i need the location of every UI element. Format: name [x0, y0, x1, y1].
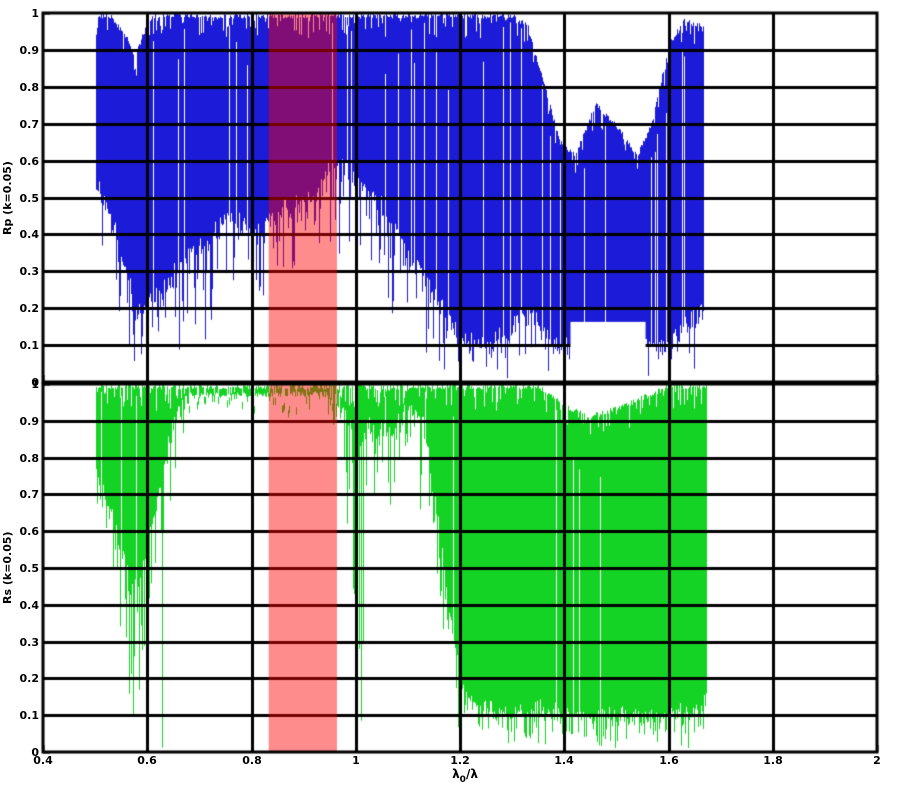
- ytick-label-rp: 0.4: [19, 228, 40, 241]
- xtick-label: 2: [873, 754, 881, 767]
- ytick-label-rp: 0.8: [19, 81, 40, 94]
- xtick-label: 1.4: [554, 754, 574, 767]
- ytick-label-rs: 0.4: [19, 599, 40, 612]
- xtick-label: 1.6: [659, 754, 679, 767]
- ytick-label-rp: 0: [31, 376, 39, 389]
- ytick-label-rs: 0: [31, 746, 39, 759]
- xtick-label: 0.4: [33, 754, 53, 767]
- ytick-label-rs: 0.5: [19, 562, 40, 575]
- ytick-label-rp: 0.2: [19, 302, 40, 315]
- xlabel: λ0/λ: [425, 767, 505, 785]
- ytick-label-rp: 0.7: [19, 118, 40, 131]
- ytick-label-rp: 0.6: [19, 155, 40, 168]
- ytick-label-rp: 0.5: [19, 192, 40, 205]
- ytick-label-rs: 0.8: [19, 452, 40, 465]
- xtick-label: 1.8: [763, 754, 783, 767]
- xlabel-lambda0-post: /λ: [465, 767, 478, 781]
- xlabel-lambda0-pre: λ: [452, 767, 460, 781]
- ytick-label-rp: 0.3: [19, 265, 40, 278]
- ytick-label-rp: 0.1: [19, 339, 40, 352]
- xlabel-lambda0-sub: 0: [459, 775, 466, 785]
- ytick-label-rs: 0.3: [19, 636, 40, 649]
- ytick-label-rp: 0.9: [19, 44, 40, 57]
- xtick-label: 0.8: [242, 754, 262, 767]
- ytick-label-rs: 0.6: [19, 525, 40, 538]
- ytick-label-rp: 1: [31, 7, 39, 20]
- ytick-label-rs: 1: [31, 378, 39, 391]
- ytick-label-rs: 0.9: [19, 415, 40, 428]
- ytick-label-rs: 0.7: [19, 488, 40, 501]
- xtick-label: 1: [352, 754, 360, 767]
- xtick-label: 1.2: [450, 754, 470, 767]
- ytick-label-rs: 0.1: [19, 709, 40, 722]
- xtick-label: 0.6: [137, 754, 157, 767]
- ytick-label-rs: 0.2: [19, 672, 40, 685]
